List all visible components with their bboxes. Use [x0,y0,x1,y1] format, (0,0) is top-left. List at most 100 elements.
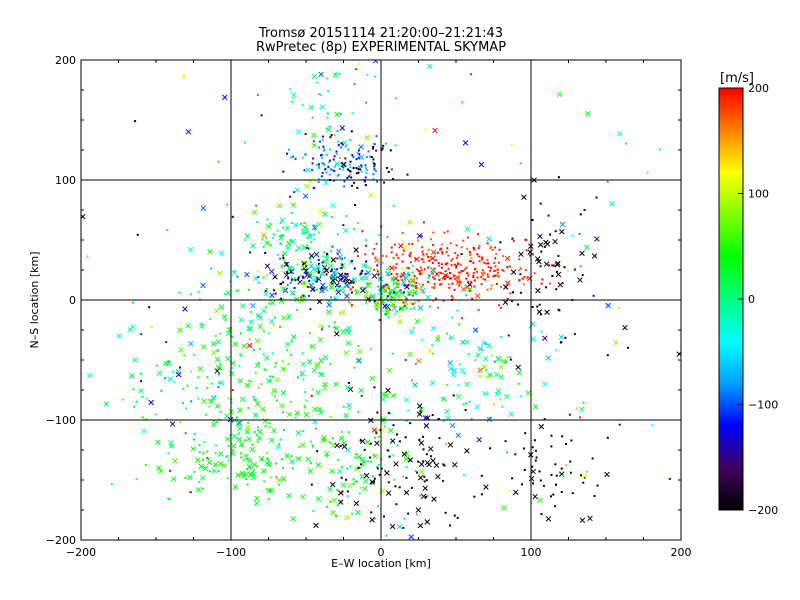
data-point-dot [592,294,595,297]
data-point-dot [172,371,175,373]
data-point-dot [318,93,321,96]
y-tick-label: −100 [46,414,76,427]
data-point-dot [425,496,428,498]
data-point-dot [449,524,452,527]
data-point-dot [257,93,259,96]
data-point-cross [389,438,396,444]
data-point-dot [365,244,367,247]
data-point-dot [495,282,498,285]
data-point-dot [251,443,254,446]
data-point-dot [253,431,256,433]
data-point-cross [504,393,510,400]
data-point-dot [565,464,568,467]
data-point-dot [300,268,303,271]
data-point-dot [540,313,542,316]
data-point-dot [407,512,410,515]
data-point-dot [285,261,288,264]
data-point-dot [550,473,553,476]
data-point-dot [518,269,521,272]
data-point-dot [206,387,209,390]
data-point-cross [577,277,583,283]
data-point-dot [405,300,408,303]
data-point-cross [535,287,541,294]
data-point-cross [197,365,204,372]
data-point-cross [480,340,487,346]
data-point-dot [580,474,582,477]
data-point-dot [326,77,329,80]
data-point-dot [432,243,435,246]
data-point-dot [255,433,258,436]
x-axis-label: E–W location [km] [331,557,431,570]
data-point-dot [336,504,339,507]
data-point-dot [421,258,424,261]
data-point-dot [373,143,376,146]
data-point-dot [506,266,509,269]
data-point-dot [404,295,407,298]
data-point-cross [284,225,291,231]
data-point-cross [215,338,222,345]
data-point-dot [495,252,498,255]
data-point-dot [219,362,222,365]
data-point-dot [349,163,352,166]
data-point-dot [249,251,251,254]
data-point-dot [422,460,425,463]
data-point-dot [312,510,315,513]
data-point-dot [266,218,269,221]
data-point-dot [190,370,193,373]
data-point-dot [424,128,427,131]
data-point-dot [618,423,621,426]
data-point-dot [225,455,228,458]
data-point-dot [363,286,366,289]
data-point-dot [289,195,292,198]
data-point-dot [448,283,450,286]
data-point-cross [333,381,339,388]
data-point-dot [276,253,279,256]
data-point-dot [365,239,368,242]
data-point-cross [393,461,399,467]
data-point-dot [387,310,390,313]
data-point-dot [301,352,304,355]
data-point-dot [361,269,364,272]
data-point-dot [298,445,301,448]
data-point-cross [254,495,260,502]
data-point-dot [493,269,496,272]
data-point-dot [262,246,265,248]
data-point-cross [339,125,346,131]
data-point-dot [519,273,522,276]
data-point-dot [560,341,563,343]
data-point-dot [205,413,208,416]
data-point-cross [315,496,322,502]
data-point-dot [374,517,377,520]
data-point-dot [403,291,405,294]
data-point-dot [517,382,520,385]
data-point-dot [476,276,479,279]
data-point-dot [244,239,247,242]
data-point-dot [294,157,297,160]
data-point-cross [261,468,267,474]
data-point-dot [384,289,387,292]
data-point-dot [394,485,397,488]
data-point-dot [627,346,629,349]
data-point-dot [385,167,388,169]
data-point-dot [110,483,113,486]
data-point-dot [376,467,379,470]
data-point-dot [506,297,509,300]
data-point-cross [268,268,275,275]
data-point-dot [417,239,419,242]
data-point-dot [320,464,323,467]
data-point-dot [209,318,212,321]
data-point-dot [320,93,323,96]
data-point-dot [279,222,282,224]
data-point-dot [344,164,347,167]
data-point-dot [438,264,441,267]
data-point-dot [410,261,413,264]
data-point-dot [422,253,425,256]
data-point-dot [391,352,394,355]
data-point-dot [262,276,265,279]
data-point-cross [389,523,396,530]
data-point-dot [291,467,294,470]
data-point-cross [414,318,421,325]
data-point-dot [485,262,488,265]
data-point-dot [411,285,414,288]
